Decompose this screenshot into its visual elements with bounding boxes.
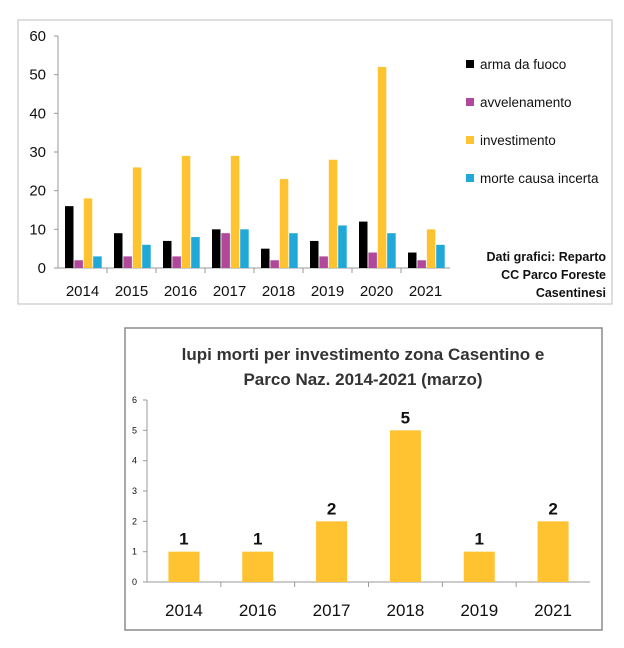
chart1-bar	[359, 221, 368, 268]
chart1-legend-swatch	[466, 136, 474, 144]
chart1-bar	[212, 229, 221, 268]
chart1-source-note: Casentinesi	[536, 286, 606, 300]
chart1-x-tick-label: 2018	[262, 283, 295, 300]
chart1-bar	[83, 198, 93, 268]
chart1-bar	[368, 252, 377, 268]
chart2-x-tick-label: 2014	[165, 601, 203, 620]
chart1-legend-label: arma da fuoco	[480, 57, 566, 72]
chart1-bar	[436, 244, 445, 268]
chart1-legend-swatch	[466, 60, 474, 68]
chart2-title-line-1: lupi morti per investimento zona Casenti…	[182, 345, 545, 364]
chart2-bar	[537, 521, 569, 582]
chart2-y-tick-label: 1	[132, 547, 137, 557]
chart2-data-label: 2	[327, 499, 336, 518]
chart1-x-tick-label: 2019	[311, 283, 344, 300]
chart1-bar	[163, 240, 172, 268]
chart2-data-label: 1	[253, 530, 262, 549]
chart1-y-tick-label: 30	[29, 144, 46, 161]
chart2-data-label: 5	[401, 408, 410, 427]
chart1-legend-swatch	[466, 98, 474, 106]
chart1-x-tick-label: 2014	[66, 283, 99, 300]
chart1-bar	[426, 229, 436, 268]
chart2-bar	[389, 430, 421, 582]
chart1-x-tick-label: 2017	[213, 283, 246, 300]
chart1-bar	[338, 225, 347, 268]
chart2-data-label: 1	[179, 530, 188, 549]
chart1-bar	[240, 229, 249, 268]
chart2-y-tick-label: 2	[132, 516, 137, 526]
chart2-y-tick-label: 6	[132, 395, 137, 405]
chart1-bar	[261, 248, 270, 268]
chart1-legend-swatch	[466, 174, 474, 182]
chart1-bar	[279, 179, 289, 268]
chart1-bar	[270, 260, 279, 268]
chart1-bar	[93, 256, 102, 268]
chart2-data-label: 2	[548, 499, 557, 518]
chart2-y-tick-label: 0	[132, 577, 137, 587]
chart2-title-line-2: Parco Naz. 2014-2021 (marzo)	[243, 370, 482, 389]
chart1-bar	[417, 260, 426, 268]
chart1-bar	[191, 237, 200, 268]
chart1-x-tick-label: 2015	[115, 283, 148, 300]
chart2-bar	[316, 521, 348, 582]
chart2-y-tick-label: 3	[132, 486, 137, 496]
chart1-bar	[181, 155, 191, 268]
chart1-bar	[230, 155, 240, 268]
chart1-bar	[172, 256, 181, 268]
chart1-legend-label: avvelenamento	[480, 95, 572, 110]
chart1-y-tick-label: 60	[29, 28, 46, 45]
chart2-y-tick-label: 4	[132, 456, 137, 466]
chart-wolf-deaths-by-cause: 0 10 20 30 40 50 60 2014 2015 2016 2017 2018 2019 20…	[17, 19, 613, 305]
chart2-y-tick-label: 5	[132, 425, 137, 435]
chart1-bar	[114, 233, 123, 268]
chart1-x-tick-label: 2016	[164, 283, 197, 300]
chart1-bar	[132, 167, 142, 268]
chart2-x-tick-label: 2017	[313, 601, 351, 620]
chart1-y-tick-label: 10	[29, 221, 46, 238]
chart1-legend-label: investimento	[480, 133, 556, 148]
chart1-bar	[123, 256, 132, 268]
chart1-legend-label: morte causa incerta	[480, 171, 599, 186]
chart2-x-tick-label: 2021	[534, 601, 572, 620]
chart1-bar	[328, 159, 338, 268]
chart1-y-tick-label: 50	[29, 67, 46, 84]
chart1-y-tick-label: 40	[29, 105, 46, 122]
chart2-x-tick-label: 2016	[239, 601, 277, 620]
chart1-x-tick-label: 2020	[360, 283, 393, 300]
chart1-bar	[74, 260, 83, 268]
chart1-y-tick-label: 20	[29, 183, 46, 200]
chart2-bar	[463, 551, 495, 582]
chart1-bar	[221, 233, 230, 268]
chart1-bar	[310, 240, 319, 268]
chart1-bar	[387, 233, 396, 268]
chart2-frame	[124, 327, 603, 631]
chart2-data-label: 1	[475, 530, 484, 549]
chart1-bar	[319, 256, 328, 268]
chart1-source-note: Dati grafici: Reparto	[487, 250, 607, 264]
chart1-bar	[289, 233, 298, 268]
chart2-x-tick-label: 2018	[387, 601, 425, 620]
chart1-y-tick-label: 0	[38, 260, 46, 277]
chart1-source-note: CC Parco Foreste	[501, 268, 606, 282]
chart2-x-tick-label: 2019	[460, 601, 498, 620]
chart1-bar	[65, 206, 74, 268]
chart1-bar	[377, 66, 387, 268]
chart2-bar	[168, 551, 200, 582]
chart1-bar	[408, 252, 417, 268]
chart2-bar	[242, 551, 274, 582]
chart1-bar	[142, 244, 151, 268]
chart1-x-tick-label: 2021	[409, 283, 442, 300]
